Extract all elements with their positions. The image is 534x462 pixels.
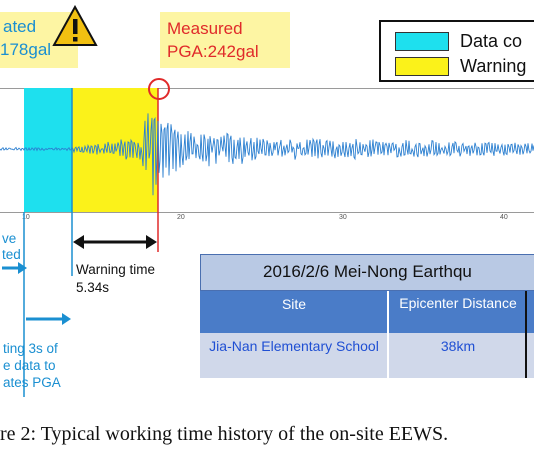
warning-time-value: 5.34s (76, 280, 110, 295)
data-collection-window (24, 88, 72, 212)
measured-label: Measured (167, 19, 243, 38)
cell-site-name: Jia-Nan Elementary School (209, 338, 379, 354)
x-tick-label: 10 (22, 214, 30, 221)
cell-distance: 38km (440, 338, 476, 354)
legend-item-data-collection: Data co (395, 30, 522, 52)
peak-marker-circle (148, 78, 170, 100)
earthquake-info-table: 2016/2/6 Mei-Nong Earthqu Site Epicenter… (200, 254, 534, 378)
x-tick-label: 20 (177, 214, 185, 221)
annotation-lines (2, 212, 159, 397)
measured-pga-value: PGA:242gal (167, 42, 259, 61)
header-site: Site (281, 296, 307, 312)
legend-label: Warning (460, 55, 527, 76)
x-axis-line (0, 212, 534, 213)
warning-time-label: Warning time (76, 262, 156, 277)
table-header-row: Site Epicenter Distance (200, 291, 534, 333)
column-divider (525, 291, 527, 378)
table-title: 2016/2/6 Mei-Nong Earthqu (263, 262, 472, 281)
column-divider (387, 291, 389, 378)
collect-label-line3: ates PGA (3, 375, 61, 390)
legend: Data co Warning (379, 20, 534, 82)
x-tick-label: 30 (339, 214, 347, 221)
warning-window (72, 88, 158, 212)
legend-swatch-cyan (395, 31, 449, 51)
x-tick-label: 40 (500, 214, 508, 221)
p-wave-label-line1: ve (2, 231, 17, 246)
legend-swatch-yellow (395, 56, 449, 76)
warning-triangle-icon (52, 5, 98, 46)
collect-label-line1: ting 3s of (3, 341, 58, 356)
waveform-plot (0, 88, 534, 212)
p-wave-label-line2: ted (2, 247, 21, 262)
table-row: Jia-Nan Elementary School 38km (200, 333, 534, 378)
legend-item-warning: Warning (395, 55, 526, 77)
legend-label: Data co (460, 30, 523, 51)
plot-top-border (0, 88, 534, 89)
estimated-label: ated (3, 17, 37, 36)
header-epicenter-distance: Epicenter Distance (399, 295, 517, 311)
figure-caption: re 2: Typical working time history of th… (0, 423, 449, 445)
table-title-bar: 2016/2/6 Mei-Nong Earthqu (200, 254, 534, 291)
collect-label-line2: e data to (3, 358, 56, 373)
acceleration-trace (0, 113, 534, 196)
measured-pga-callout: Measured PGA:242gal (160, 12, 290, 68)
estimated-pga-value: 178gal (0, 40, 52, 59)
